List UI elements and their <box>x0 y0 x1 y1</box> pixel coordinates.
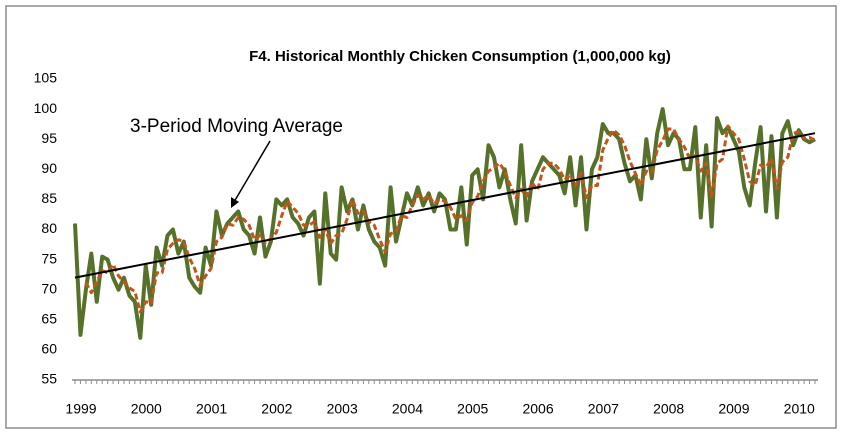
x-tick-label: 2002 <box>261 401 292 417</box>
y-tick-label: 85 <box>41 190 57 206</box>
y-tick-label: 55 <box>41 371 57 387</box>
chart-title: F4. Historical Monthly Chicken Consumpti… <box>249 48 671 65</box>
y-tick-label: 100 <box>34 100 58 116</box>
trend-line <box>74 132 816 279</box>
y-tick-label: 95 <box>41 130 57 146</box>
y-tick-label: 60 <box>41 341 57 357</box>
y-tick-label: 65 <box>41 311 57 327</box>
annotation-arrow <box>233 140 271 203</box>
x-tick-label: 2004 <box>392 401 423 417</box>
x-tick-label: 2009 <box>718 401 749 417</box>
data-line <box>73 107 816 340</box>
y-tick-label: 90 <box>41 160 57 176</box>
x-tick-label: 2003 <box>327 401 358 417</box>
arrow-head <box>231 197 239 208</box>
x-tick-label: 2000 <box>131 401 162 417</box>
x-tick-label: 2007 <box>588 401 619 417</box>
x-tick-label: 2005 <box>457 401 488 417</box>
y-tick-label: 105 <box>34 70 58 86</box>
y-tick-label: 80 <box>41 220 57 236</box>
x-tick-label: 2010 <box>784 401 815 417</box>
x-tick-label: 2006 <box>522 401 553 417</box>
y-tick-label: 75 <box>41 250 57 266</box>
annotation: 3-Period Moving Average <box>130 116 343 137</box>
x-tick-label: 1999 <box>65 401 96 417</box>
y-tick-label: 70 <box>41 280 57 296</box>
x-tick-label: 2001 <box>196 401 227 417</box>
chart-frame <box>5 5 837 429</box>
x-tick-label: 2008 <box>653 401 684 417</box>
